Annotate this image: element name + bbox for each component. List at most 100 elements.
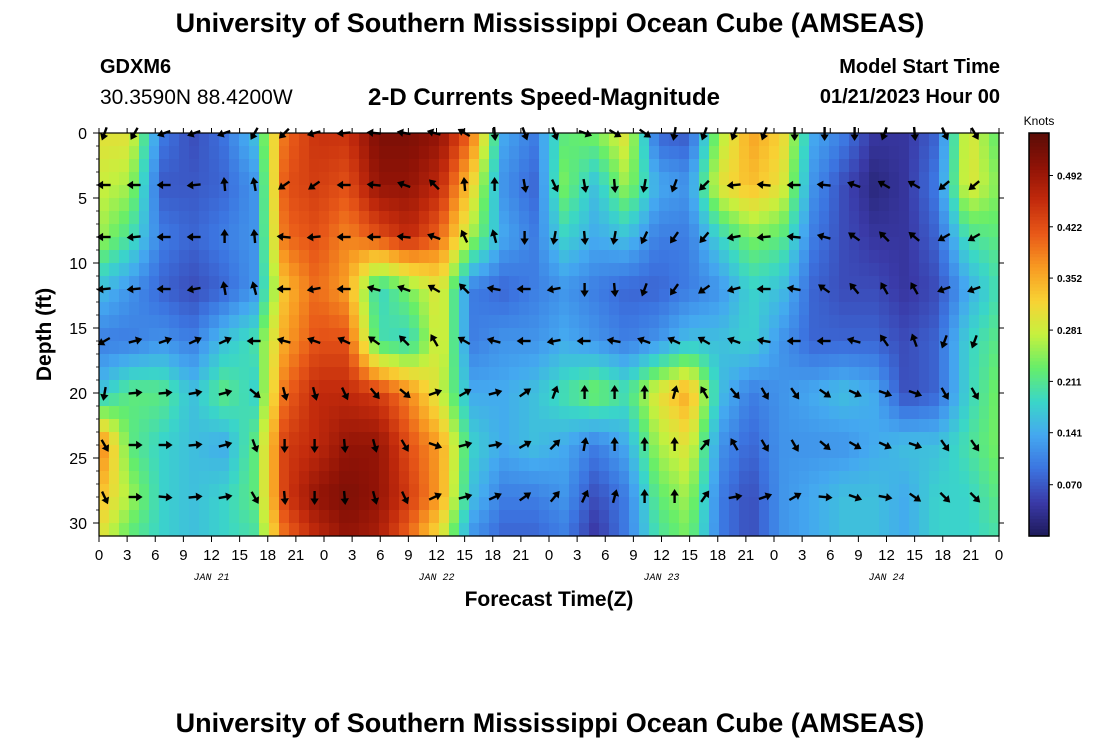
heatmap-cell <box>139 354 150 368</box>
heatmap-cell <box>129 510 140 524</box>
heatmap-cell <box>499 211 510 225</box>
colorbar-segment <box>1029 499 1049 504</box>
heatmap-cell <box>199 237 210 251</box>
current-vector-arrow <box>610 489 620 504</box>
heatmap-cell <box>889 445 900 459</box>
heatmap-cell <box>149 146 160 160</box>
heatmap-cell <box>609 393 620 407</box>
heatmap-cell <box>609 289 620 303</box>
heatmap-cell <box>649 159 660 173</box>
heatmap-cell <box>799 133 810 147</box>
heatmap-cell <box>849 172 860 186</box>
heatmap-cell <box>819 289 830 303</box>
heatmap-cell <box>939 471 950 485</box>
heatmap-cell <box>679 224 690 238</box>
heatmap-cell <box>769 393 780 407</box>
arrow-head <box>495 440 503 449</box>
heatmap-cell <box>409 341 420 355</box>
heatmap-cell <box>709 315 720 329</box>
arrow-head <box>427 284 436 292</box>
heatmap-cell <box>199 250 210 264</box>
heatmap-cell <box>829 497 840 511</box>
heatmap-cell <box>979 510 990 524</box>
heatmap-cell <box>569 380 580 394</box>
heatmap-cell <box>579 250 590 264</box>
heatmap-cell <box>679 302 690 316</box>
arrow-head <box>637 336 645 345</box>
arrow-head <box>670 235 678 244</box>
x-tick-label: 18 <box>259 547 276 564</box>
heatmap-cell <box>669 146 680 160</box>
heatmap-cell <box>829 198 840 212</box>
heatmap-cell <box>639 224 650 238</box>
heatmap-cell <box>909 224 920 238</box>
heatmap-cell <box>279 146 290 160</box>
heatmap-cell <box>569 341 580 355</box>
heatmap-cell <box>509 250 520 264</box>
heatmap-cell <box>189 471 200 485</box>
heatmap-cell <box>769 211 780 225</box>
current-vector-arrow <box>128 492 143 502</box>
heatmap-cell <box>649 445 660 459</box>
heatmap-cell <box>119 354 130 368</box>
heatmap-cell <box>519 458 530 472</box>
heatmap-cell <box>199 445 210 459</box>
heatmap-cell <box>99 198 110 212</box>
heatmap-cell <box>589 393 600 407</box>
arrow-head <box>880 282 888 290</box>
arrow-head <box>164 336 173 345</box>
heatmap-cell <box>529 250 540 264</box>
current-vector-arrow <box>910 282 919 295</box>
current-vector-arrow <box>818 492 833 502</box>
heatmap-cell <box>289 380 300 394</box>
heatmap-cell <box>99 406 110 420</box>
x-tick-label: 9 <box>404 547 412 564</box>
heatmap-cell <box>959 276 970 290</box>
heatmap-cell <box>859 380 870 394</box>
heatmap-cell <box>709 159 720 173</box>
heatmap-cell <box>899 263 910 277</box>
heatmap-cell <box>619 484 630 498</box>
heatmap-cell <box>779 497 790 511</box>
heatmap-cell <box>439 458 450 472</box>
heatmap-cell <box>419 237 430 251</box>
heatmap-cell <box>859 302 870 316</box>
current-vector-arrow <box>249 388 261 399</box>
heatmap-cell <box>179 380 190 394</box>
heatmap-cell <box>129 406 140 420</box>
arrow-head <box>730 132 739 141</box>
heatmap-cell <box>369 211 380 225</box>
current-vector-arrow <box>580 437 589 452</box>
heatmap-cell <box>699 380 710 394</box>
heatmap-cell <box>439 328 450 342</box>
arrow-shaft <box>671 231 680 241</box>
heatmap-cell <box>479 406 490 420</box>
heatmap-cell <box>409 523 420 537</box>
heatmap-cell <box>429 458 440 472</box>
heatmap-cell <box>319 159 330 173</box>
current-vector-arrow <box>521 126 530 141</box>
arrow-head <box>735 492 743 501</box>
heatmap-cell <box>929 328 940 342</box>
heatmap-cell <box>739 133 750 147</box>
heatmap-cell <box>909 146 920 160</box>
current-vector-arrow <box>397 180 411 189</box>
arrow-head <box>726 233 734 242</box>
heatmap-cell <box>449 445 460 459</box>
heatmap-cell <box>99 146 110 160</box>
heatmap-cell <box>539 523 550 537</box>
heatmap-cell <box>129 224 140 238</box>
heatmap-cell <box>239 393 250 407</box>
heatmap-cell <box>779 315 790 329</box>
heatmap-cell <box>879 198 890 212</box>
arrow-head <box>942 495 951 503</box>
arrow-shaft <box>518 390 528 398</box>
heatmap-cell <box>169 419 180 433</box>
heatmap-cell <box>819 380 830 394</box>
heatmap-cell <box>399 198 410 212</box>
arrow-head <box>370 497 380 505</box>
heatmap-cell <box>179 263 190 277</box>
heatmap-cell <box>689 146 700 160</box>
arrow-shaft <box>701 338 711 346</box>
heatmap-cell <box>559 289 570 303</box>
